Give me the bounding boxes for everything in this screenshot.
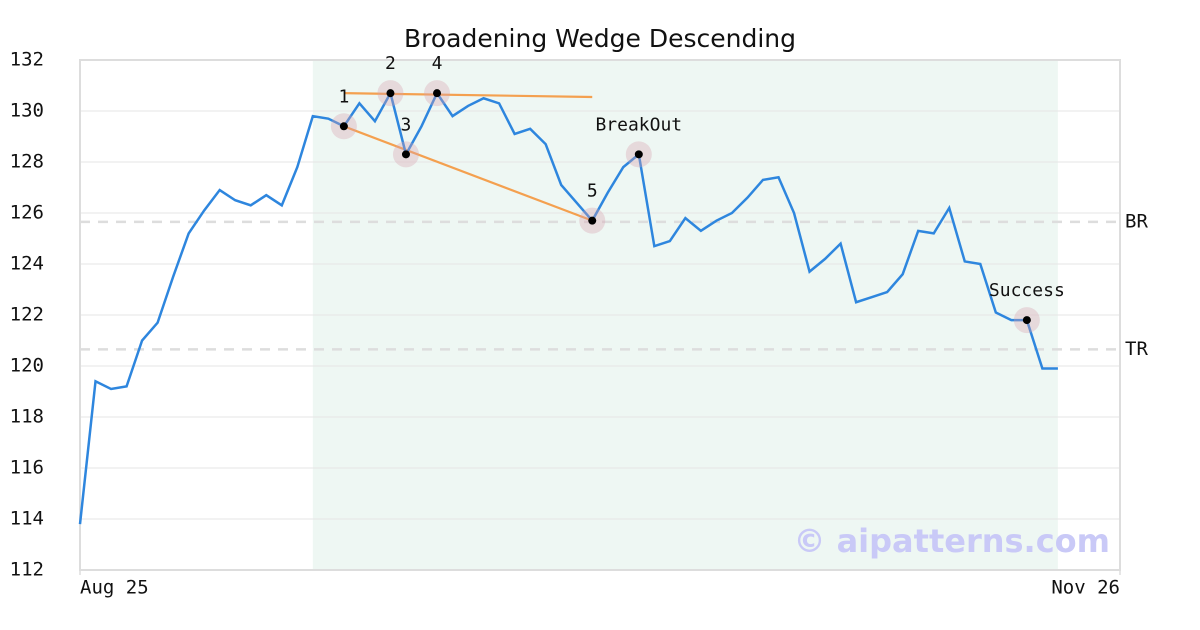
level-label: TR [1125,338,1148,360]
x-tick-label: Aug 25 [80,577,149,599]
y-tick-label: 116 [10,457,44,479]
annotation-dot [588,216,597,225]
y-tick-label: 130 [10,100,44,122]
annotation-label: 4 [432,53,443,74]
annotation-label: Success [989,280,1065,301]
y-tick-label: 112 [10,559,44,581]
annotation-dot [433,89,442,98]
annotation-dot [1022,316,1031,325]
annotation-label: 2 [385,53,396,74]
y-tick-label: 132 [10,49,44,71]
level-label: BR [1125,210,1148,232]
annotation-dot [634,150,643,159]
annotation-label: BreakOut [595,114,682,135]
y-tick-label: 120 [10,355,44,377]
x-tick-label: Nov 26 [1051,577,1120,599]
y-tick-label: 114 [10,508,44,530]
y-tick-label: 126 [10,202,44,224]
annotation-label: 3 [401,114,412,135]
annotation-dot [401,150,410,159]
annotation-dot [386,89,395,98]
plot-frame [79,59,1121,571]
trend-line [343,125,593,222]
annotation-label: 5 [587,181,598,202]
price-line [78,89,1058,525]
y-tick-label: 124 [10,253,44,275]
y-tick-label: 128 [10,151,44,173]
annotation-label: 1 [338,86,349,107]
watermark: © aipatterns.com [793,522,1110,560]
y-tick-label: 118 [10,406,44,428]
y-tick-label: 122 [10,304,44,326]
trend-line [343,92,593,99]
chart-title: Broadening Wedge Descending [404,24,796,53]
annotation-dot [339,122,348,131]
